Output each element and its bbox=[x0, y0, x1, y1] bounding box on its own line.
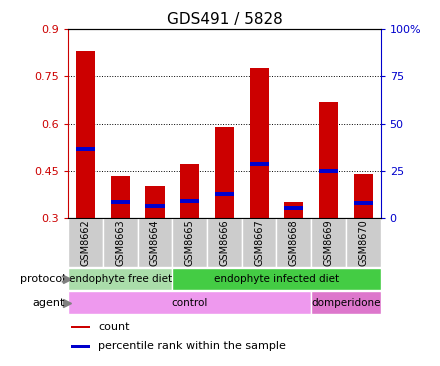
Text: GSM8667: GSM8667 bbox=[254, 219, 264, 266]
Text: domperidone: domperidone bbox=[311, 298, 381, 308]
Bar bbox=[354, 174, 373, 218]
Bar bbox=[215, 127, 234, 218]
FancyBboxPatch shape bbox=[207, 218, 242, 267]
Bar bbox=[71, 345, 90, 348]
Text: GSM8668: GSM8668 bbox=[289, 219, 299, 266]
Text: count: count bbox=[98, 322, 129, 332]
FancyBboxPatch shape bbox=[172, 218, 207, 267]
Bar bbox=[180, 164, 199, 218]
Bar bbox=[354, 201, 373, 205]
FancyBboxPatch shape bbox=[311, 218, 346, 267]
Bar bbox=[146, 186, 165, 218]
Text: percentile rank within the sample: percentile rank within the sample bbox=[98, 341, 286, 351]
Bar bbox=[71, 326, 90, 328]
Text: protocol: protocol bbox=[20, 274, 65, 284]
FancyBboxPatch shape bbox=[242, 218, 276, 267]
Text: GSM8665: GSM8665 bbox=[185, 219, 194, 266]
FancyBboxPatch shape bbox=[138, 218, 172, 267]
Text: GSM8670: GSM8670 bbox=[358, 219, 368, 266]
FancyBboxPatch shape bbox=[68, 218, 103, 267]
FancyBboxPatch shape bbox=[103, 218, 138, 267]
Text: control: control bbox=[172, 298, 208, 308]
Bar bbox=[249, 163, 269, 167]
Bar bbox=[146, 204, 165, 208]
FancyBboxPatch shape bbox=[68, 291, 311, 314]
Text: endophyte infected diet: endophyte infected diet bbox=[214, 274, 339, 284]
Text: GSM8669: GSM8669 bbox=[323, 219, 334, 266]
Bar bbox=[111, 200, 130, 204]
Bar bbox=[180, 199, 199, 203]
FancyBboxPatch shape bbox=[276, 218, 311, 267]
Bar bbox=[76, 147, 95, 151]
Text: endophyte free diet: endophyte free diet bbox=[69, 274, 172, 284]
Bar bbox=[319, 169, 338, 173]
FancyBboxPatch shape bbox=[346, 218, 381, 267]
Title: GDS491 / 5828: GDS491 / 5828 bbox=[166, 12, 282, 27]
Bar bbox=[215, 192, 234, 196]
Bar bbox=[319, 101, 338, 218]
FancyBboxPatch shape bbox=[172, 268, 381, 291]
FancyBboxPatch shape bbox=[68, 268, 172, 291]
Text: GSM8662: GSM8662 bbox=[81, 219, 91, 266]
Bar bbox=[284, 206, 303, 210]
FancyBboxPatch shape bbox=[311, 291, 381, 314]
Text: agent: agent bbox=[33, 298, 65, 308]
Bar bbox=[76, 51, 95, 218]
Bar bbox=[284, 202, 303, 218]
Text: GSM8663: GSM8663 bbox=[115, 219, 125, 266]
Bar bbox=[111, 176, 130, 218]
Text: GSM8666: GSM8666 bbox=[220, 219, 229, 266]
Bar bbox=[249, 68, 269, 218]
Text: GSM8664: GSM8664 bbox=[150, 219, 160, 266]
